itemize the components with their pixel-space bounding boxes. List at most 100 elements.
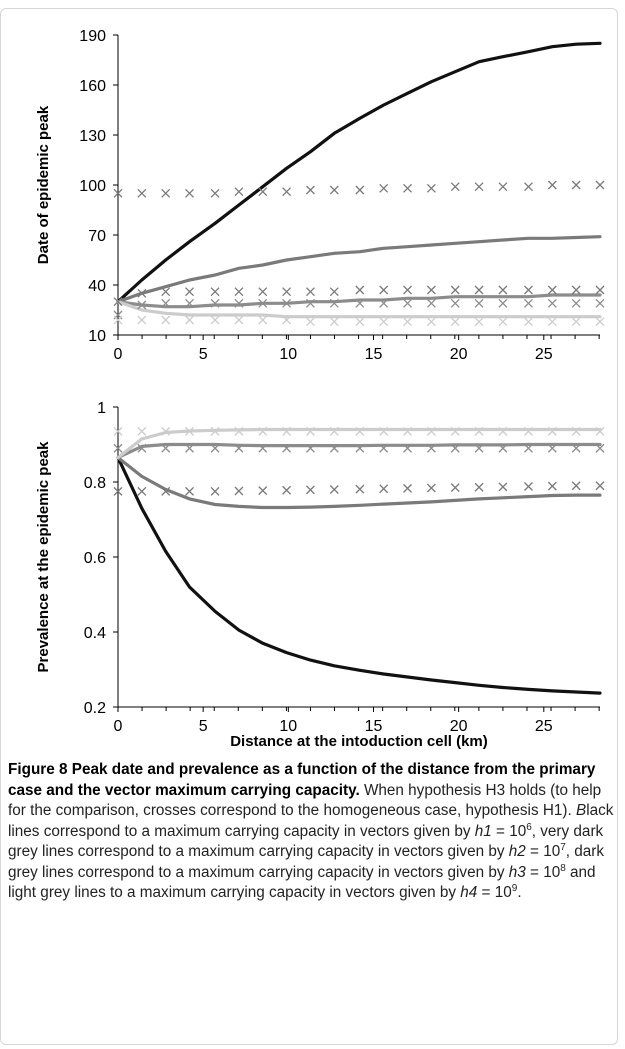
bottom-series-crosses-6 (113, 426, 605, 436)
top-cross-point (403, 183, 413, 193)
top-cross-point (355, 285, 365, 295)
chart-top-axes: 10 40 70 100 130 160 190 0 5 10 15 20 25 Date of epid… (35, 28, 600, 363)
caption-eq4: = 10 (477, 884, 512, 901)
top-cross-point (547, 298, 557, 308)
top-cross-point (547, 285, 557, 295)
top-cross-point (305, 287, 315, 297)
top-cross-point (305, 298, 315, 308)
bottom-cross-point (185, 443, 194, 453)
bottom-cross-point (595, 481, 605, 491)
bottom-series-line-0 (116, 455, 602, 695)
caption-eq1: = 10 (491, 822, 527, 840)
top-cross-point (185, 287, 194, 297)
caption-eq3: = 10 (525, 863, 561, 881)
top-series-crosses-7 (113, 315, 605, 327)
bottom-x-tick-label: 0 (114, 718, 123, 735)
top-cross-point (113, 297, 123, 307)
bottom-cross-point (329, 426, 339, 436)
top-cross-point (379, 183, 389, 193)
bottom-cross-point (355, 426, 365, 436)
top-x-tick-label: 20 (450, 346, 468, 363)
top-cross-point (355, 185, 365, 195)
bottom-cross-point (113, 426, 123, 436)
bottom-cross-point (258, 426, 268, 436)
top-cross-point (524, 182, 533, 192)
bottom-cross-point (185, 486, 194, 496)
caption-h3: h3 (508, 863, 526, 881)
top-cross-point (571, 298, 581, 308)
bottom-cross-point (305, 426, 315, 436)
top-cross-point (234, 187, 244, 197)
caption-exp2: 7 (560, 841, 566, 853)
top-cross-point (426, 317, 436, 327)
bottom-cross-point (498, 426, 508, 436)
top-cross-point (498, 285, 508, 295)
bottom-y-axis-label: Prevalence at the epidemic peak (35, 441, 52, 673)
top-cross-point (524, 317, 533, 327)
top-cross-point (498, 317, 508, 327)
top-cross-point (305, 317, 315, 327)
bottom-cross-point (571, 443, 581, 453)
top-cross-point (595, 317, 605, 327)
top-cross-point (450, 285, 460, 295)
bottom-cross-point (379, 426, 389, 436)
top-y-tick-label: 190 (79, 28, 106, 45)
top-cross-point (403, 285, 413, 295)
bottom-cross-point (161, 443, 171, 453)
caption-h4: h4 (460, 884, 478, 901)
bottom-cross-point (234, 443, 244, 453)
figure-frame (0, 8, 618, 1045)
caption-exp1: 6 (526, 821, 532, 833)
bottom-x-tick-label: 10 (279, 718, 297, 735)
bottom-x-tick-label: 25 (535, 718, 553, 735)
bottom-series-line-1 (116, 455, 602, 510)
bottom-cross-point (355, 443, 365, 453)
bottom-cross-point (450, 483, 460, 493)
bottom-cross-point (282, 443, 292, 453)
top-cross-point (258, 298, 268, 308)
bottom-cross-point (210, 426, 220, 436)
top-cross-point (113, 315, 123, 325)
bottom-x-tick-label: 20 (450, 718, 468, 735)
top-cross-point (355, 298, 365, 308)
bottom-y-tick-label: 1 (97, 400, 106, 417)
top-x-tick-label: 15 (365, 346, 383, 363)
caption-exp3: 8 (560, 862, 566, 874)
bottom-series-crosses-5 (113, 443, 605, 453)
bottom-cross-point (571, 426, 581, 436)
bottom-cross-point (450, 443, 460, 453)
bottom-cross-point (379, 443, 389, 453)
caption-body-5: and light grey lines to a maximum carryi… (8, 863, 596, 902)
bottom-y-tick-label: 0.2 (84, 700, 106, 717)
top-cross-point (379, 285, 389, 295)
top-cross-point (524, 298, 533, 308)
bottom-cross-point (258, 443, 268, 453)
bottom-cross-point (498, 482, 508, 492)
bottom-cross-point (329, 443, 339, 453)
top-cross-point (137, 188, 147, 198)
bottom-cross-point (185, 426, 194, 436)
bottom-cross-point (524, 426, 533, 436)
top-cross-point (258, 287, 268, 297)
top-cross-point (258, 315, 268, 325)
top-cross-point (329, 298, 339, 308)
bottom-series-crosses-4 (113, 481, 605, 496)
top-cross-point (329, 317, 339, 327)
top-cross-point (282, 298, 292, 308)
caption-eq2: = 10 (525, 843, 561, 860)
top-cross-point (403, 317, 413, 327)
top-cross-point (403, 298, 413, 308)
top-cross-point (450, 298, 460, 308)
top-series-crosses-6 (113, 298, 605, 320)
bottom-cross-point (571, 481, 581, 491)
chart-peak-date: 10 40 70 100 130 160 190 0 5 10 15 20 25 Date of epid… (35, 28, 605, 363)
top-cross-point (305, 185, 315, 195)
top-x-tick-label: 0 (114, 346, 123, 363)
bottom-cross-point (282, 485, 292, 495)
top-y-tick-label: 100 (79, 178, 106, 195)
chart-top-marks (113, 41, 605, 327)
caption-h1: h1 (474, 822, 492, 840)
bottom-x-axis-label: Distance at the intoduction cell (km) (230, 733, 488, 750)
chart-bottom-marks (113, 426, 605, 695)
